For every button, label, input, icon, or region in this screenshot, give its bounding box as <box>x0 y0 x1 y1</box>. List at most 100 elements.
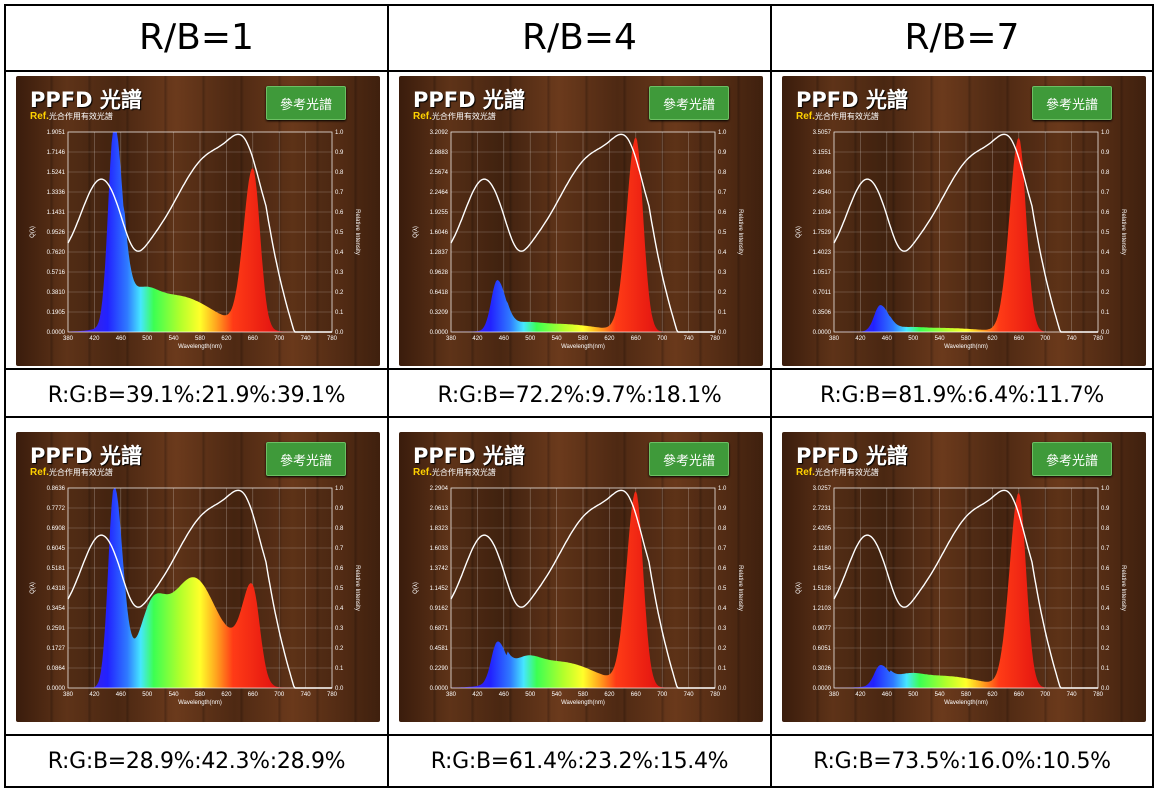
y-tick-label: 0.0000 <box>47 686 66 692</box>
x-tick-label: 460 <box>116 336 127 342</box>
y-tick-label: 1.6046 <box>430 230 449 236</box>
y-tick-label: 2.5674 <box>430 170 449 176</box>
y2-tick-label: 0.5 <box>1101 230 1110 236</box>
y-tick-label: 2.4205 <box>813 526 832 532</box>
y-tick-label: 0.9526 <box>47 230 66 236</box>
x-tick-label: 380 <box>63 336 74 342</box>
x-tick-label: 580 <box>195 692 206 698</box>
x-tick-label: 660 <box>631 336 642 342</box>
y-axis-label: Q(λ) <box>413 226 419 238</box>
reference-tag: Ref. <box>30 111 49 122</box>
x-tick-label: 780 <box>710 336 721 342</box>
y2-tick-label: 0.5 <box>718 586 727 592</box>
y2-tick-label: 0.6 <box>1101 566 1110 572</box>
y-tick-label: 2.1180 <box>813 546 832 552</box>
x-tick-label: 620 <box>221 692 232 698</box>
spectrum-panel: PPFD 光譜 Ref.光合作用有效光譜 參考光譜 380 420 460 500 540 58… <box>399 432 763 722</box>
y2-tick-label: 0.7 <box>718 546 727 552</box>
reference-tag: Ref. <box>30 467 49 478</box>
reference-spectrum-button[interactable]: 參考光譜 <box>266 86 346 120</box>
reference-spectrum-button[interactable]: 參考光譜 <box>649 86 729 120</box>
panel-title: PPFD 光譜 <box>796 88 908 112</box>
reference-curve <box>67 133 332 333</box>
y2-tick-label: 0.3 <box>1101 626 1110 632</box>
reference-curve <box>450 133 715 333</box>
reference-text: 光合作用有效光譜 <box>431 112 496 121</box>
x-tick-label: 540 <box>169 692 180 698</box>
grid-row-divider-2 <box>4 368 1154 370</box>
y-tick-label: 0.2591 <box>47 626 66 632</box>
y-tick-label: 0.3810 <box>47 290 66 296</box>
y-tick-label: 0.7011 <box>813 290 832 296</box>
y2-tick-label: 0.9 <box>1101 506 1110 512</box>
reference-spectrum-button[interactable]: 參考光譜 <box>1032 86 1112 120</box>
x-tick-label: 780 <box>327 336 338 342</box>
column-header-rb7: R/B=7 <box>904 16 1020 58</box>
spectrum-panel: PPFD 光譜 Ref.光合作用有效光譜 參考光譜 380 420 460 500 540 58… <box>782 432 1146 722</box>
x-tick-label: 780 <box>327 692 338 698</box>
reference-legend: Ref.光合作用有效光譜 <box>796 467 879 478</box>
x-tick-label: 460 <box>882 692 893 698</box>
y2-tick-label: 0.7 <box>1101 190 1110 196</box>
y2-tick-label: 0.4 <box>335 250 344 256</box>
y-tick-label: 1.9051 <box>47 130 66 136</box>
y2-tick-label: 0.4 <box>335 606 344 612</box>
y-tick-label: 0.2290 <box>430 666 449 672</box>
reference-spectrum-button[interactable]: 參考光譜 <box>649 442 729 476</box>
x-tick-label: 380 <box>446 336 457 342</box>
y2-axis-label: Relative Intensity <box>1120 565 1126 611</box>
y-tick-label: 0.6051 <box>813 646 832 652</box>
x-tick-label: 540 <box>935 692 946 698</box>
x-tick-label: 420 <box>472 336 483 342</box>
y-tick-label: 0.6045 <box>47 546 66 552</box>
y-tick-label: 1.1452 <box>430 586 449 592</box>
x-tick-label: 380 <box>446 692 457 698</box>
grid-row-divider-1 <box>4 70 1154 72</box>
plot-frame <box>833 487 1099 689</box>
panel-title: PPFD 光譜 <box>413 88 525 112</box>
reference-spectrum-button[interactable]: 參考光譜 <box>266 442 346 476</box>
x-tick-label: 620 <box>987 692 998 698</box>
x-tick-label: 580 <box>578 336 589 342</box>
spectrum-chart: 380 420 460 500 540 580 620 660 700 740 780 0.0000 0… <box>413 130 743 350</box>
y2-axis-label: Relative Intensity <box>1120 209 1126 255</box>
y2-tick-label: 1.0 <box>1101 486 1110 492</box>
x-tick-label: 660 <box>631 692 642 698</box>
y-tick-label: 0.0000 <box>813 330 832 336</box>
y-tick-label: 1.7529 <box>813 230 832 236</box>
reference-legend: Ref.光合作用有效光譜 <box>30 111 113 122</box>
y-tick-label: 0.0000 <box>430 330 449 336</box>
x-tick-label: 700 <box>1040 692 1051 698</box>
reference-tag: Ref. <box>413 467 432 478</box>
y-tick-label: 0.7772 <box>47 506 66 512</box>
y2-tick-label: 0.1 <box>1101 310 1110 316</box>
y2-tick-label: 0.4 <box>718 250 727 256</box>
y-tick-label: 0.6418 <box>430 290 449 296</box>
plot-frame <box>67 131 333 333</box>
grid-col-divider-2 <box>770 4 772 788</box>
ratio-caption: R:G:B=28.9%:42.3%:28.9% <box>47 748 346 774</box>
ratio-caption: R:G:B=39.1%:21.9%:39.1% <box>47 382 346 408</box>
y-tick-label: 2.7231 <box>813 506 832 512</box>
x-tick-label: 620 <box>604 336 615 342</box>
y-tick-label: 1.9255 <box>430 210 449 216</box>
reference-legend: Ref.光合作用有效光譜 <box>30 467 113 478</box>
y-tick-label: 2.0613 <box>430 506 449 512</box>
x-tick-label: 500 <box>525 692 536 698</box>
y2-tick-label: 0.8 <box>335 526 344 532</box>
x-axis-label: Wavelength(nm) <box>944 344 988 350</box>
x-tick-label: 460 <box>116 692 127 698</box>
grid-col-divider-1 <box>387 4 389 788</box>
y2-tick-label: 0.4 <box>1101 250 1110 256</box>
plot-frame <box>450 131 716 333</box>
y-tick-label: 0.9628 <box>430 270 449 276</box>
x-tick-label: 660 <box>248 692 259 698</box>
x-tick-label: 500 <box>525 336 536 342</box>
reference-text: 光合作用有效光譜 <box>48 468 113 477</box>
x-tick-label: 620 <box>221 336 232 342</box>
ratio-caption: R:G:B=81.9%:6.4%:11.7% <box>820 382 1104 408</box>
x-tick-label: 500 <box>908 692 919 698</box>
y-tick-label: 1.3742 <box>430 566 449 572</box>
y2-tick-label: 0.7 <box>335 190 344 196</box>
reference-spectrum-button[interactable]: 參考光譜 <box>1032 442 1112 476</box>
